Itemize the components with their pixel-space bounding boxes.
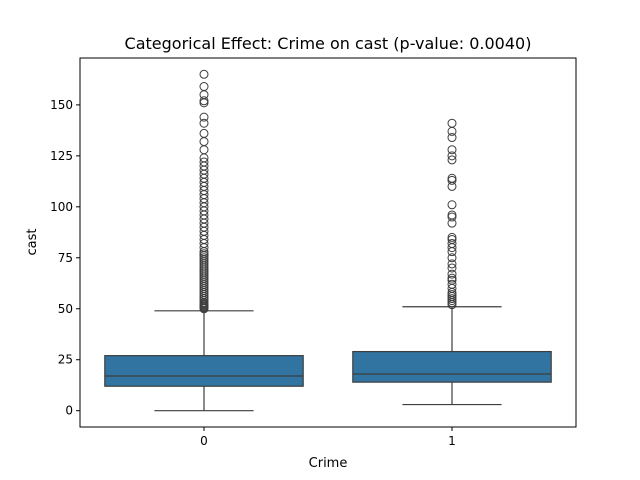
- outlier-point: [447, 269, 457, 279]
- y-tick-label: 25: [58, 353, 73, 367]
- x-tick-label: 1: [448, 434, 456, 448]
- outlier-point: [199, 69, 209, 79]
- y-axis: 0 25 50 75 100 125 150: [50, 98, 80, 418]
- outlier-point: [447, 210, 457, 220]
- chart-title: Categorical Effect: Crime on cast (p-val…: [125, 34, 532, 53]
- outlier-point: [447, 232, 457, 242]
- y-tick-label: 150: [50, 98, 73, 112]
- outlier-point: [199, 128, 209, 138]
- y-tick-label: 50: [58, 302, 73, 316]
- outlier-point: [447, 263, 457, 273]
- iqr-box: [104, 355, 304, 387]
- outlier-point: [199, 96, 209, 106]
- outlier-point: [447, 273, 457, 283]
- y-tick-label: 75: [58, 251, 73, 265]
- boxes: [104, 69, 552, 412]
- outlier-point: [199, 112, 209, 122]
- outlier-point: [447, 145, 457, 155]
- box-group-1: [352, 118, 552, 406]
- outlier-point: [447, 133, 457, 143]
- outlier-point: [447, 151, 457, 161]
- outlier-point: [447, 279, 457, 289]
- outlier-point: [199, 157, 209, 167]
- outlier-point: [447, 118, 457, 128]
- outlier-point: [447, 259, 457, 269]
- outlier-point: [447, 155, 457, 165]
- y-axis-label: cast: [25, 229, 40, 256]
- outlier-point: [199, 118, 209, 128]
- iqr-box: [352, 350, 552, 383]
- y-tick-label: 125: [50, 149, 73, 163]
- outlier-point: [447, 253, 457, 263]
- outlier-point: [447, 173, 457, 183]
- x-axis-label: Crime: [309, 456, 348, 471]
- y-tick-label: 0: [65, 404, 73, 418]
- x-tick-label: 0: [200, 434, 208, 448]
- y-tick-label: 100: [50, 200, 73, 214]
- outlier-point: [447, 239, 457, 249]
- outlier-point: [199, 82, 209, 92]
- box-group-0: [104, 69, 304, 412]
- outlier-point: [447, 200, 457, 210]
